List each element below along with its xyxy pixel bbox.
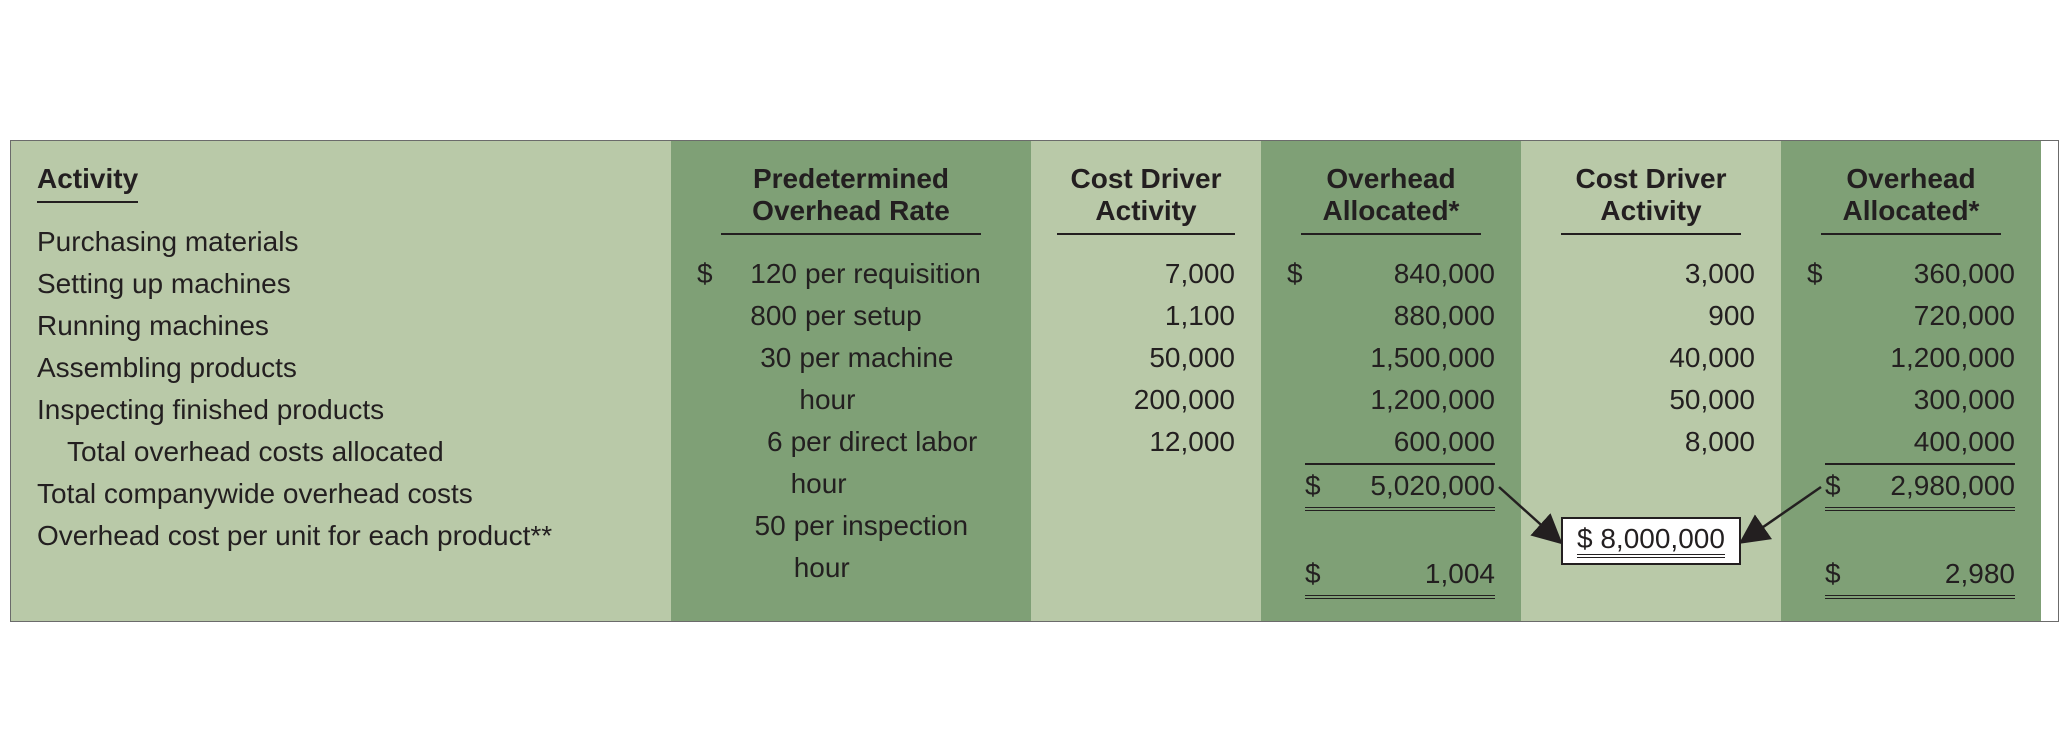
col-deluxe-driver-header: Cost Driver Activity	[1561, 163, 1741, 235]
deluxe-unit-cost: $2,980	[1807, 553, 2015, 599]
company-total-callout: $ 8,000,000	[1561, 517, 1741, 565]
basic-driver-row: 50,000	[1057, 337, 1235, 379]
deluxe-driver-row: 50,000	[1547, 379, 1755, 421]
deluxe-alloc-row: 720,000	[1807, 295, 2015, 337]
figure-wrap: Basic Sailboat Deluxe Sailboat Activity …	[10, 140, 2059, 622]
deluxe-driver-row: 8,000	[1547, 421, 1755, 463]
basic-alloc-row: $840,000	[1287, 253, 1495, 295]
col-deluxe-alloc-header: Overhead Allocated*	[1821, 163, 2001, 235]
deluxe-driver-row: 40,000	[1547, 337, 1755, 379]
basic-driver-row: 7,000	[1057, 253, 1235, 295]
deluxe-alloc-row: $360,000	[1807, 253, 2015, 295]
basic-driver-row: 1,100	[1057, 295, 1235, 337]
deluxe-alloc-total: $2,980,000	[1807, 463, 2015, 511]
basic-unit-cost: $1,004	[1287, 553, 1495, 599]
deluxe-alloc-row: 1,200,000	[1807, 337, 2015, 379]
activity-row: Running machines	[37, 305, 645, 347]
unit-cost-label: Overhead cost per unit for each product*…	[37, 515, 645, 557]
activity-row: Assembling products	[37, 347, 645, 389]
deluxe-driver-row: 3,000	[1547, 253, 1755, 295]
col-basic-alloc: Overhead Allocated* $840,000 880,000 1,5…	[1261, 141, 1521, 621]
deluxe-alloc-row: 300,000	[1807, 379, 2015, 421]
col-basic-driver: Cost Driver Activity 7,000 1,100 50,000 …	[1031, 141, 1261, 621]
basic-driver-row: 200,000	[1057, 379, 1235, 421]
total-alloc-label: Total overhead costs allocated	[37, 431, 645, 473]
rate-row: $120per requisition	[697, 253, 1005, 295]
col-basic-alloc-header: Overhead Allocated*	[1301, 163, 1481, 235]
rate-row: 800per setup	[697, 295, 1005, 337]
deluxe-driver-row: 900	[1547, 295, 1755, 337]
col-rate: Predetermined Overhead Rate $120per requ…	[671, 141, 1031, 621]
basic-alloc-row: 880,000	[1287, 295, 1495, 337]
col-rate-header: Predetermined Overhead Rate	[721, 163, 981, 235]
col-basic-driver-header: Cost Driver Activity	[1057, 163, 1235, 235]
rate-row: 50per inspection hour	[697, 505, 1005, 589]
activity-row: Setting up machines	[37, 263, 645, 305]
basic-alloc-row: 600,000	[1287, 421, 1495, 463]
rate-row: 6per direct labor hour	[697, 421, 1005, 505]
activity-row: Inspecting finished products	[37, 389, 645, 431]
col-activity: Activity Purchasing materials Setting up…	[11, 141, 671, 621]
company-total-label: Total companywide overhead costs	[37, 473, 645, 515]
rate-row: 30per machine hour	[697, 337, 1005, 421]
activity-row: Purchasing materials	[37, 221, 645, 263]
basic-driver-row: 12,000	[1057, 421, 1235, 463]
col-deluxe-alloc: Overhead Allocated* $360,000 720,000 1,2…	[1781, 141, 2041, 621]
cost-table: Activity Purchasing materials Setting up…	[10, 140, 2059, 622]
deluxe-alloc-row: 400,000	[1807, 421, 2015, 463]
basic-alloc-total: $5,020,000	[1287, 463, 1495, 511]
basic-alloc-row: 1,500,000	[1287, 337, 1495, 379]
basic-alloc-row: 1,200,000	[1287, 379, 1495, 421]
col-activity-header: Activity	[37, 163, 138, 203]
